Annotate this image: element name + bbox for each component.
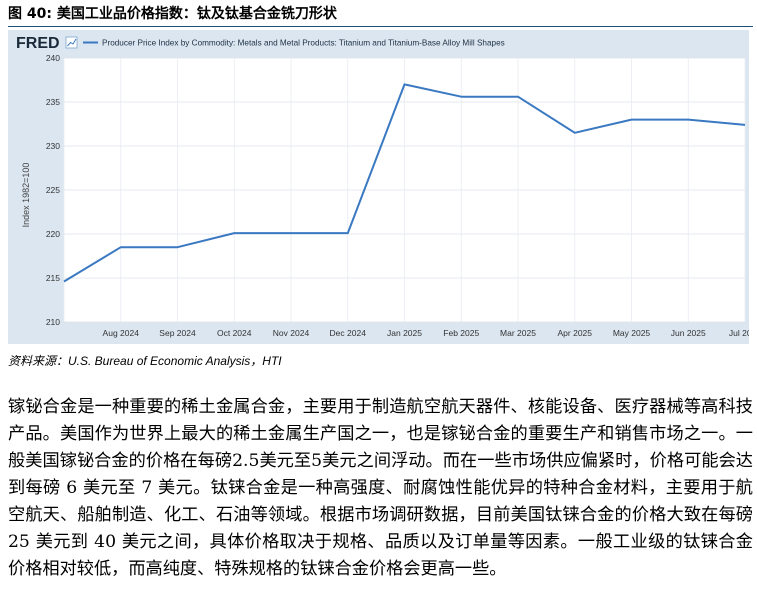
y-axis-label: Index 1982=100 (21, 163, 31, 228)
x-axis-ticks: Aug 2024 Sep 2024 Oct 2024 Nov 2024 Dec 2024… (103, 328, 749, 338)
x-tick-label: Aug 2024 (103, 328, 140, 338)
body-paragraph: 镓铋合金是一种重要的稀土金属合金，主要用于制造航空航天器件、核能设备、医疗器械等… (8, 397, 753, 579)
x-tick-label: Sep 2024 (159, 328, 196, 338)
x-tick-label: May 2025 (613, 328, 651, 338)
series-layer (63, 83, 746, 283)
figure-title: 图 40: 美国工业品价格指数：钛及钛基合金铣刀形状 (8, 4, 753, 27)
y-tick-label: 240 (46, 53, 60, 63)
legend-label: Producer Price Index by Commodity: Metal… (102, 39, 505, 48)
grid-lines (63, 57, 746, 323)
x-tick-label: Nov 2024 (273, 328, 310, 338)
x-tick-label: Dec 2024 (330, 328, 367, 338)
y-tick-label: 235 (46, 97, 60, 107)
x-tick-label: Jan 2025 (387, 328, 422, 338)
fred-logo-icon (65, 36, 78, 49)
y-tick-label: 225 (46, 185, 60, 195)
fred-chart: FRED Producer Price Index by Commodity: … (8, 30, 749, 344)
chart-svg: FRED Producer Price Index by Commodity: … (16, 35, 749, 338)
y-axis-ticks: 210 215 220 225 230 235 240 (46, 53, 60, 327)
x-tick-label: Mar 2025 (500, 328, 536, 338)
fred-logo: FRED (16, 35, 60, 52)
x-tick-label: Jun 2025 (671, 328, 706, 338)
y-tick-label: 210 (46, 317, 60, 327)
source-note: 资料来源：U.S. Bureau of Economic Analysis，HT… (8, 354, 282, 368)
y-tick-label: 215 (46, 273, 60, 283)
y-tick-label: 230 (46, 141, 60, 151)
y-tick-label: 220 (46, 229, 60, 239)
x-tick-label: Feb 2025 (443, 328, 479, 338)
x-tick-label: Oct 2024 (217, 328, 252, 338)
x-tick-label: Apr 2025 (558, 328, 593, 338)
x-tick-label: Jul 2025 (729, 328, 749, 338)
